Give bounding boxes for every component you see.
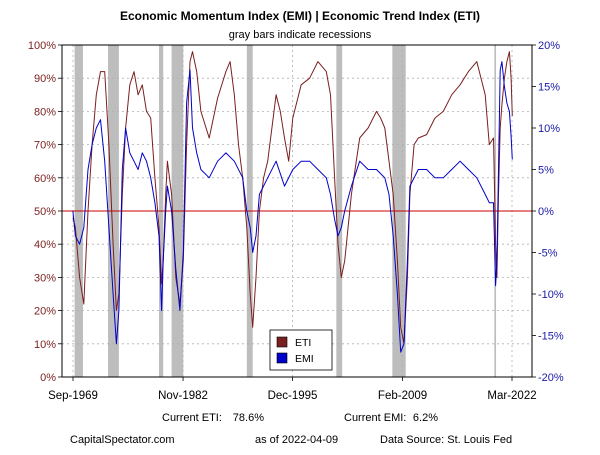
x-tick-label-2: Dec-1995 bbox=[268, 390, 318, 402]
data-source: Data Source: St. Louis Fed bbox=[380, 434, 512, 446]
right-tick-label-6: 10% bbox=[538, 123, 560, 135]
emi-series-line bbox=[72, 61, 513, 353]
legend: ETI EMI bbox=[269, 329, 333, 371]
left-tick-label-3: 30% bbox=[34, 272, 56, 284]
left-tick-label-6: 60% bbox=[34, 173, 56, 185]
as-of-date: as of 2022-04-09 bbox=[255, 434, 338, 446]
source-site: CapitalSpectator.com bbox=[70, 434, 175, 446]
x-tick-label-4: Mar-2022 bbox=[487, 390, 536, 402]
legend-emi-label: EMI bbox=[295, 353, 314, 365]
left-tick-label-5: 50% bbox=[34, 206, 56, 218]
current-eti-label: Current ETI: bbox=[162, 412, 222, 424]
right-tick-label-8: 20% bbox=[538, 40, 560, 52]
chart-subtitle: gray bars indicate recessions bbox=[229, 29, 372, 41]
legend-box bbox=[269, 329, 333, 371]
right-tick-label-7: 15% bbox=[538, 82, 560, 94]
x-tick-label-3: Feb-2009 bbox=[378, 390, 427, 402]
right-tick-label-0: -20% bbox=[538, 372, 564, 384]
current-eti-value: 78.6% bbox=[233, 412, 264, 424]
left-tick-label-1: 10% bbox=[34, 339, 56, 351]
right-tick-label-5: 5% bbox=[538, 165, 554, 177]
legend-eti-swatch bbox=[276, 336, 288, 348]
left-tick-label-8: 80% bbox=[34, 106, 56, 118]
right-axis: -20% -15% -10% -5% 0% 5% 10% 15% 20% bbox=[532, 40, 564, 384]
left-tick-label-0: 0% bbox=[40, 372, 56, 384]
x-axis: Sep-1969 Nov-1982 Dec-1995 Feb-2009 Mar-2022 bbox=[48, 377, 537, 402]
x-tick-label-1: Nov-1982 bbox=[158, 390, 208, 402]
current-emi-label: Current EMI: bbox=[344, 412, 406, 424]
right-tick-label-1: -15% bbox=[538, 331, 564, 343]
legend-eti-label: ETI bbox=[295, 337, 311, 349]
left-axis: 0% 10% 20% 30% 40% 50% 60% 70% 80% 90% 100% bbox=[28, 40, 62, 384]
right-tick-label-4: 0% bbox=[538, 206, 554, 218]
legend-emi-swatch bbox=[276, 352, 288, 364]
right-tick-label-3: -5% bbox=[538, 248, 558, 260]
right-tick-label-2: -10% bbox=[538, 289, 564, 301]
left-tick-label-9: 90% bbox=[34, 73, 56, 85]
current-emi-value: 6.2% bbox=[413, 412, 438, 424]
x-tick-label-0: Sep-1969 bbox=[48, 390, 98, 402]
left-tick-label-10: 100% bbox=[28, 40, 56, 52]
eti-series-line bbox=[72, 51, 513, 345]
left-tick-label-7: 70% bbox=[34, 140, 56, 152]
left-tick-label-2: 20% bbox=[34, 306, 56, 318]
chart-title: Economic Momentum Index (EMI) | Economic… bbox=[120, 9, 480, 23]
series-lines bbox=[72, 51, 513, 353]
left-tick-label-4: 40% bbox=[34, 239, 56, 251]
